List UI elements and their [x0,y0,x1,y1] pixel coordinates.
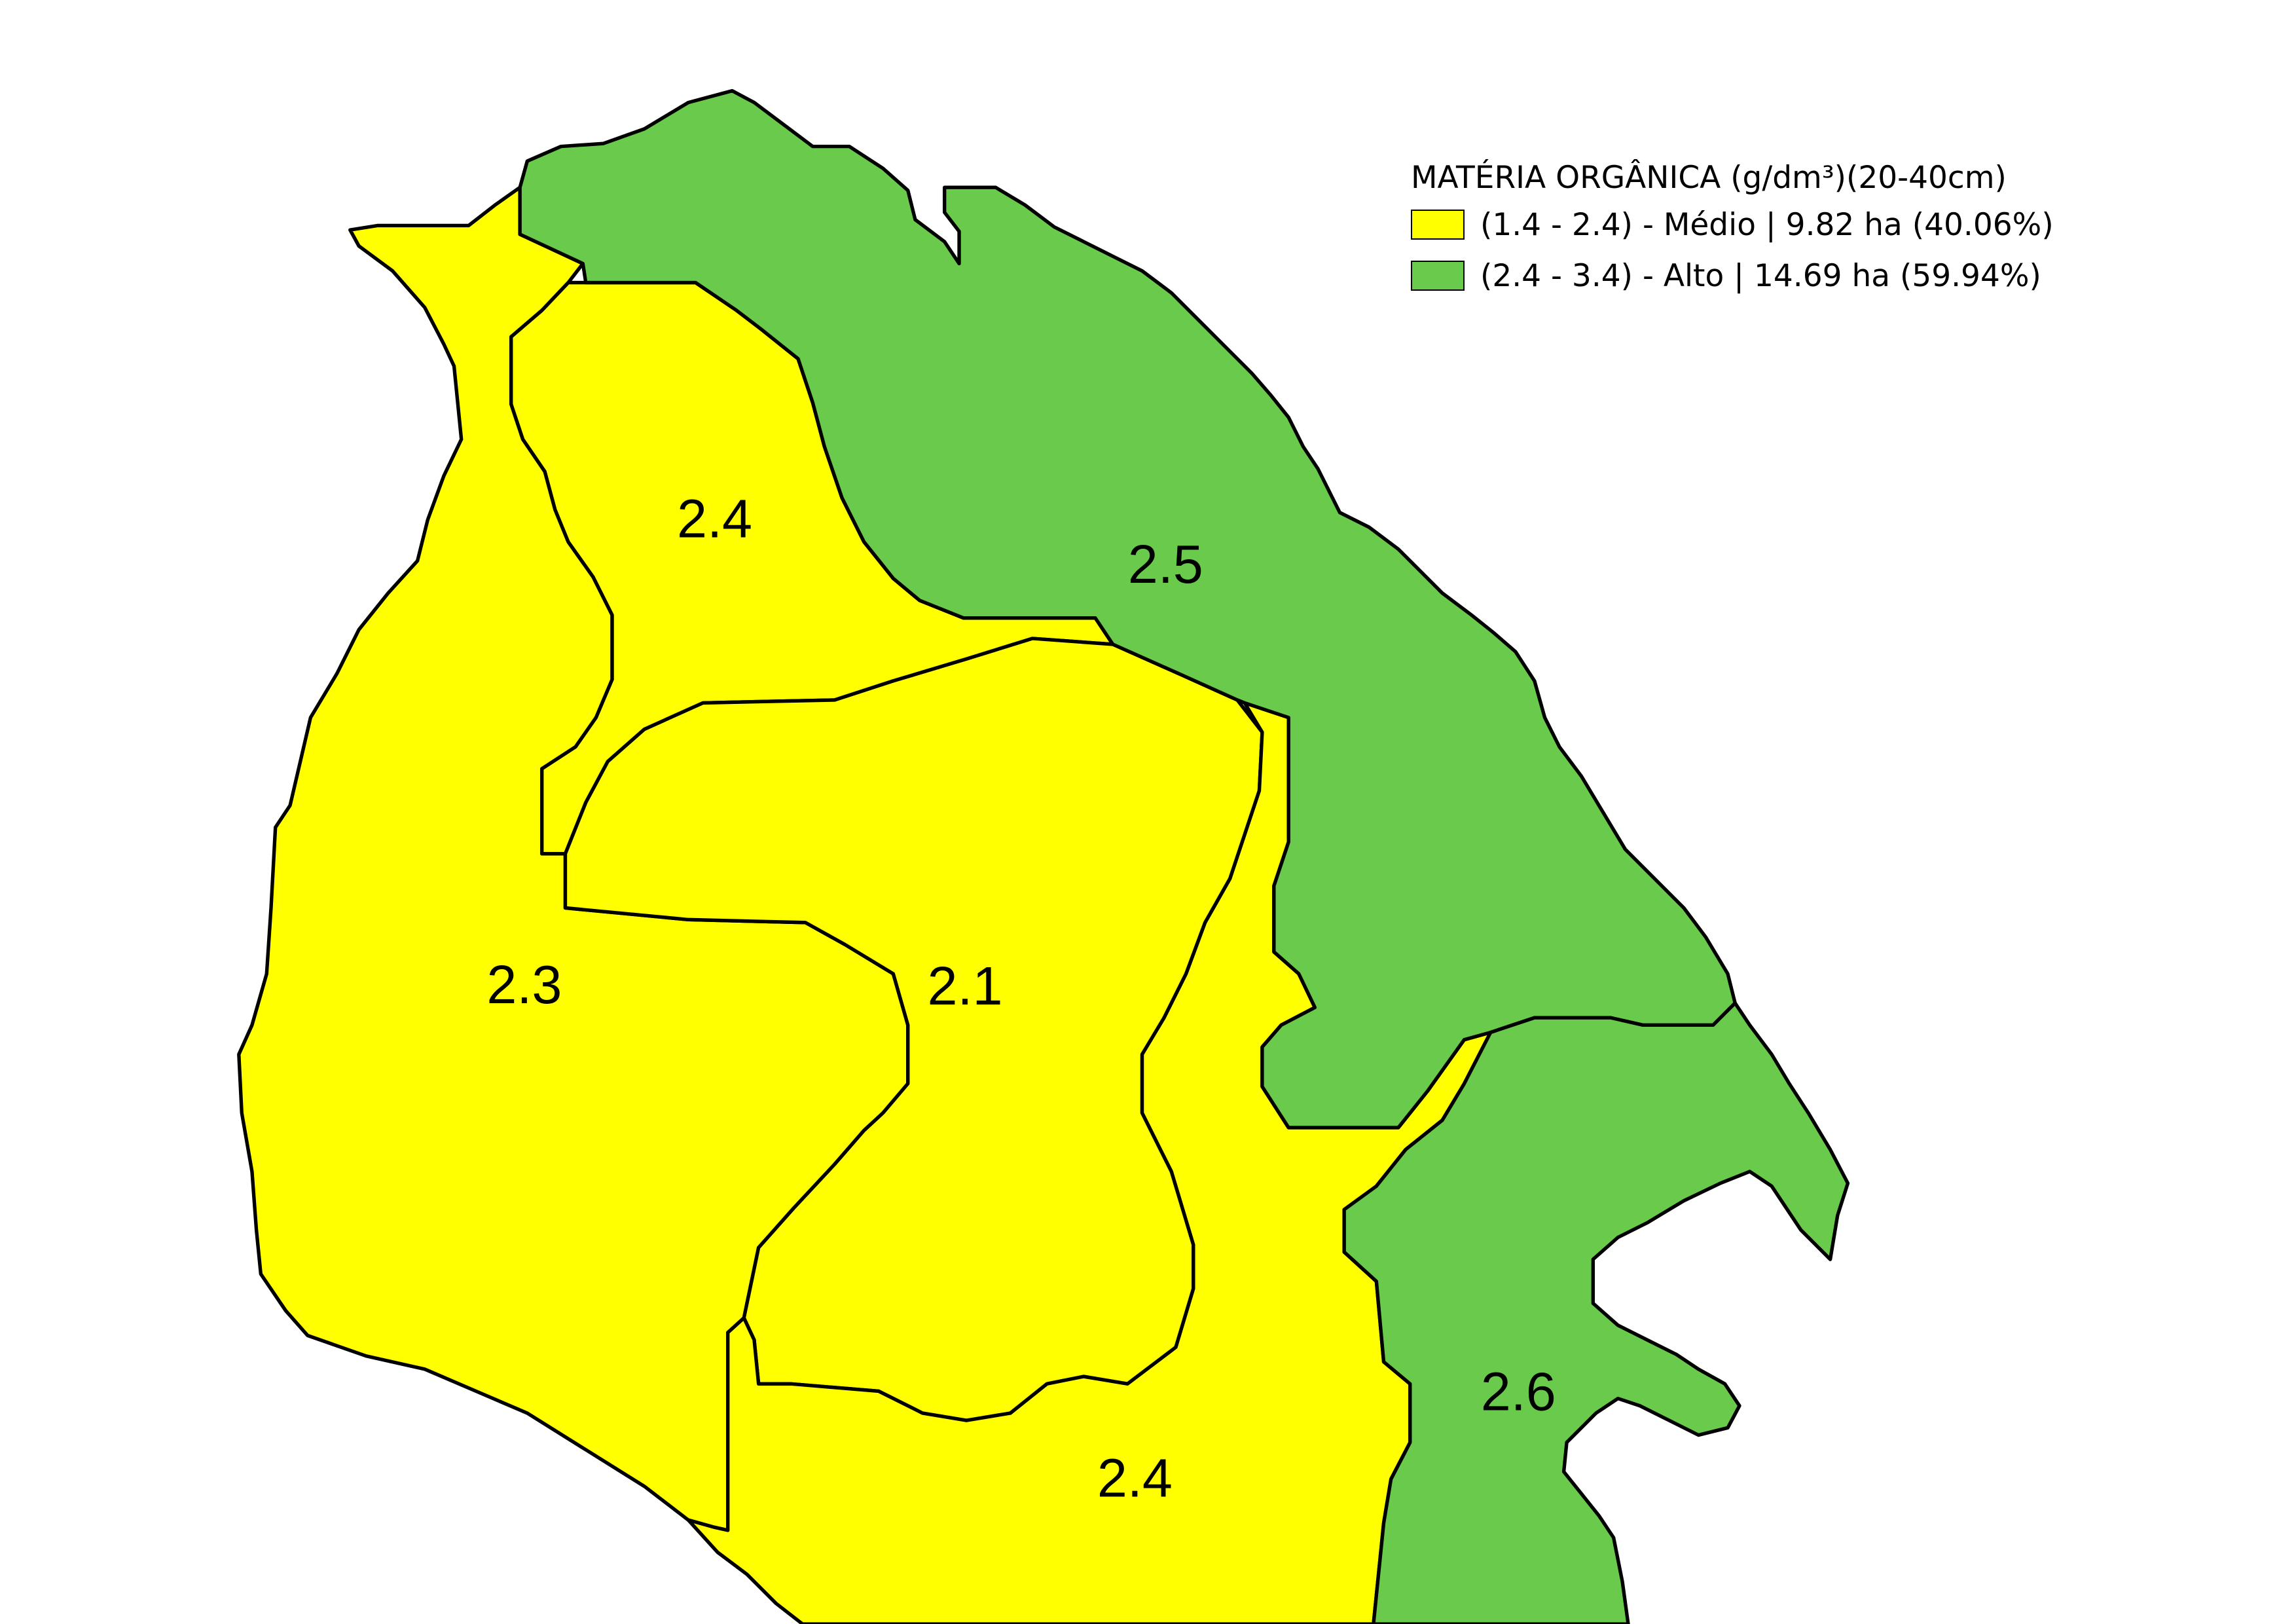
zone-label-2-4-north: 2.4 [677,489,752,549]
zone-2-5[interactable] [518,88,1737,1130]
legend-swatch-medio [1411,210,1465,240]
legend-title: MATÉRIA ORGÂNICA (g/dm³)(20-40cm) [1411,160,2007,196]
zone-label-2-6: 2.6 [1481,1361,1556,1422]
legend-label-medio: (1.4 - 2.4) - Médio | 9.82 ha (40.06%) [1480,206,2054,243]
zone-label-2-4-south: 2.4 [1097,1447,1173,1508]
legend-label-alto: (2.4 - 3.4) - Alto | 14.69 ha (59.94%) [1480,257,2041,294]
zone-2-6[interactable] [1342,1001,1850,1624]
zone-label-2-1: 2.1 [927,955,1002,1016]
zone-label-2-3: 2.3 [486,954,562,1015]
map-legend: MATÉRIA ORGÂNICA (g/dm³)(20-40cm) (1.4 -… [1411,157,2054,301]
legend-item-medio: (1.4 - 2.4) - Médio | 9.82 ha (40.06%) [1411,199,2054,250]
legend-item-alto: (2.4 - 3.4) - Alto | 14.69 ha (59.94%) [1411,250,2054,301]
legend-swatch-alto [1411,261,1465,291]
zone-label-2-5: 2.5 [1128,534,1203,595]
